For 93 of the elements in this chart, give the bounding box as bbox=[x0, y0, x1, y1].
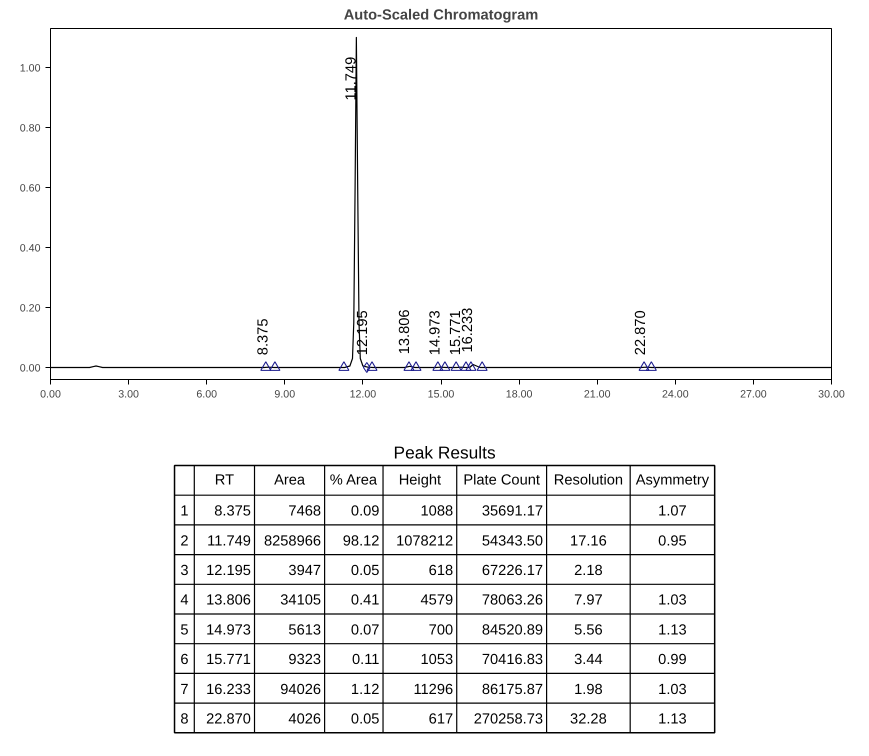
data-label: 11.749 bbox=[207, 533, 251, 550]
data-label: 22.870 bbox=[206, 711, 251, 728]
data-label: 94026 bbox=[280, 682, 322, 698]
data-label: 617 bbox=[428, 711, 454, 728]
y-tick-label: 0.00 bbox=[20, 362, 41, 374]
data-label: 618 bbox=[428, 562, 454, 579]
data-label: 1088 bbox=[420, 504, 454, 520]
data-label: 0.05 bbox=[350, 711, 380, 728]
data-label: 84520.89 bbox=[482, 622, 544, 638]
data-label: 7468 bbox=[288, 504, 322, 520]
x-tick-label: 27.00 bbox=[740, 388, 767, 400]
annotation: 8.375 bbox=[256, 318, 272, 356]
data-label: 0.07 bbox=[350, 622, 380, 638]
y-tick-label: 1 bbox=[180, 504, 188, 520]
data-label: 67226.17 bbox=[482, 562, 544, 579]
data-label: 34105 bbox=[280, 592, 322, 609]
y-tick-label: 3 bbox=[180, 562, 188, 579]
data-label: 1.03 bbox=[658, 682, 687, 698]
data-label: 3.44 bbox=[574, 652, 603, 668]
x-tick-label: 12.00 bbox=[350, 388, 376, 400]
data-label: 0.99 bbox=[658, 652, 687, 668]
y-tick-label: 0.80 bbox=[20, 122, 41, 134]
x-tick-label: 15.00 bbox=[428, 388, 454, 400]
x-tick-label: RT bbox=[214, 472, 234, 488]
x-tick-label: Plate Count bbox=[463, 472, 540, 488]
y-tick-label: 2 bbox=[180, 533, 188, 550]
x-tick-label: Asymmetry bbox=[636, 472, 710, 488]
data-label: 0.09 bbox=[350, 504, 380, 520]
x-tick-label: 6.00 bbox=[196, 388, 218, 400]
data-label: 70416.83 bbox=[482, 652, 544, 668]
x-tick-label: 21.00 bbox=[584, 388, 611, 400]
data-label: 1.13 bbox=[658, 711, 687, 728]
data-label: 32.28 bbox=[570, 711, 607, 728]
x-tick-label: 0.00 bbox=[40, 388, 61, 400]
data-label: 78063.26 bbox=[482, 592, 544, 609]
y-tick-label: 7 bbox=[180, 682, 188, 698]
data-label: 270258.73 bbox=[474, 711, 544, 728]
x-tick-label: 18.00 bbox=[506, 388, 533, 400]
data-label: 12.195 bbox=[206, 562, 251, 579]
annotation: 22.870 bbox=[632, 310, 649, 356]
y-tick-label: 0.40 bbox=[20, 242, 41, 254]
annotation: 13.806 bbox=[396, 309, 413, 354]
data-label: 7.97 bbox=[574, 592, 603, 609]
data-label: 35691.17 bbox=[482, 504, 544, 520]
data-label: 700 bbox=[428, 622, 454, 638]
y-tick-label: 4 bbox=[180, 592, 188, 609]
data-label: 1.07 bbox=[658, 504, 687, 520]
data-label: 17.16 bbox=[570, 533, 607, 550]
data-label: 1.13 bbox=[658, 622, 687, 638]
chart-title: Peak Results bbox=[394, 442, 496, 462]
data-label: 1.98 bbox=[574, 682, 603, 698]
data-label: 0.95 bbox=[658, 533, 687, 550]
data-label: 8258966 bbox=[264, 533, 322, 550]
annotation: 14.973 bbox=[427, 310, 444, 356]
data-label: 54343.50 bbox=[482, 533, 544, 550]
data-label: 98.12 bbox=[342, 533, 380, 550]
data-label: 11296 bbox=[413, 682, 454, 698]
data-label: 1.12 bbox=[350, 682, 380, 698]
data-label: 0.05 bbox=[350, 562, 380, 579]
y-tick-label: 1.00 bbox=[20, 62, 41, 74]
data-label: 16.233 bbox=[206, 682, 251, 698]
x-tick-label: % Area bbox=[330, 472, 378, 488]
chart-title: Auto-Scaled Chromatogram bbox=[344, 8, 538, 24]
y-tick-label: 0.60 bbox=[20, 182, 41, 194]
x-tick-label: Area bbox=[274, 472, 306, 488]
x-tick-label: 3.00 bbox=[118, 388, 140, 400]
x-tick-label: 30.00 bbox=[818, 388, 845, 400]
data-label: 5613 bbox=[288, 622, 322, 638]
data-label: 0.41 bbox=[350, 592, 380, 609]
data-label: 3947 bbox=[288, 562, 322, 579]
data-label: 2.18 bbox=[574, 562, 603, 579]
y-tick-label: 0.20 bbox=[20, 302, 41, 314]
data-label: 86175.87 bbox=[482, 682, 544, 698]
x-tick-label: Height bbox=[398, 472, 442, 488]
data-label: 1053 bbox=[420, 652, 454, 668]
x-tick-label: Resolution bbox=[554, 472, 624, 488]
data-label: 5.56 bbox=[574, 622, 603, 638]
data-label: 0.11 bbox=[352, 652, 380, 668]
y-tick-label: 6 bbox=[180, 652, 188, 668]
x-tick-label: 24.00 bbox=[662, 388, 689, 400]
data-label: 15.771 bbox=[206, 652, 251, 668]
data-label: 4579 bbox=[420, 592, 454, 609]
data-label: 14.973 bbox=[206, 622, 251, 638]
y-tick-label: 8 bbox=[180, 711, 188, 728]
data-label: 13.806 bbox=[206, 592, 251, 609]
data-label: 1.03 bbox=[658, 592, 687, 609]
x-tick-label: 9.00 bbox=[274, 388, 296, 400]
data-label: 9323 bbox=[288, 652, 322, 668]
data-label: 4026 bbox=[288, 711, 322, 728]
data-label: 1078212 bbox=[396, 533, 454, 550]
data-label: 8.375 bbox=[214, 504, 251, 520]
annotation: 11.749 bbox=[343, 56, 360, 100]
y-tick-label: 5 bbox=[180, 622, 188, 638]
